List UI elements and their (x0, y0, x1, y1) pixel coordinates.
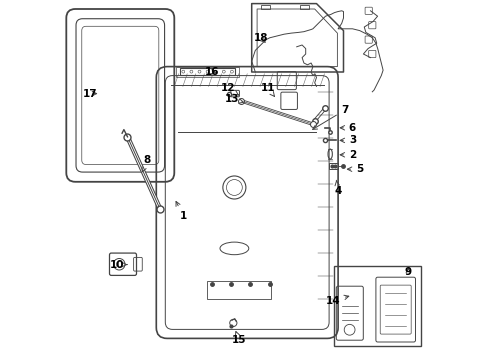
Text: 2: 2 (340, 150, 355, 160)
Text: 8: 8 (142, 155, 151, 172)
Bar (334, 266, 420, 346)
Text: 3: 3 (340, 135, 355, 145)
Text: 7: 7 (312, 105, 348, 129)
Bar (300, 5, 309, 9)
Text: 15: 15 (231, 332, 246, 345)
Text: 10: 10 (109, 260, 126, 270)
Text: 12: 12 (221, 83, 238, 95)
Bar (328, 163, 337, 169)
Text: 17: 17 (83, 89, 98, 99)
Text: 5: 5 (346, 164, 363, 174)
Text: 11: 11 (260, 83, 275, 96)
Text: 6: 6 (340, 123, 355, 133)
Text: 14: 14 (325, 295, 348, 306)
Bar (207, 281, 271, 299)
Text: 9: 9 (404, 267, 411, 277)
Text: 4: 4 (334, 180, 341, 196)
Bar (179, 68, 235, 75)
Bar (260, 5, 269, 9)
Text: 16: 16 (204, 67, 219, 77)
Bar (176, 67, 239, 77)
Text: 1: 1 (176, 202, 186, 221)
Text: 13: 13 (224, 94, 243, 104)
Text: 18: 18 (253, 33, 267, 43)
